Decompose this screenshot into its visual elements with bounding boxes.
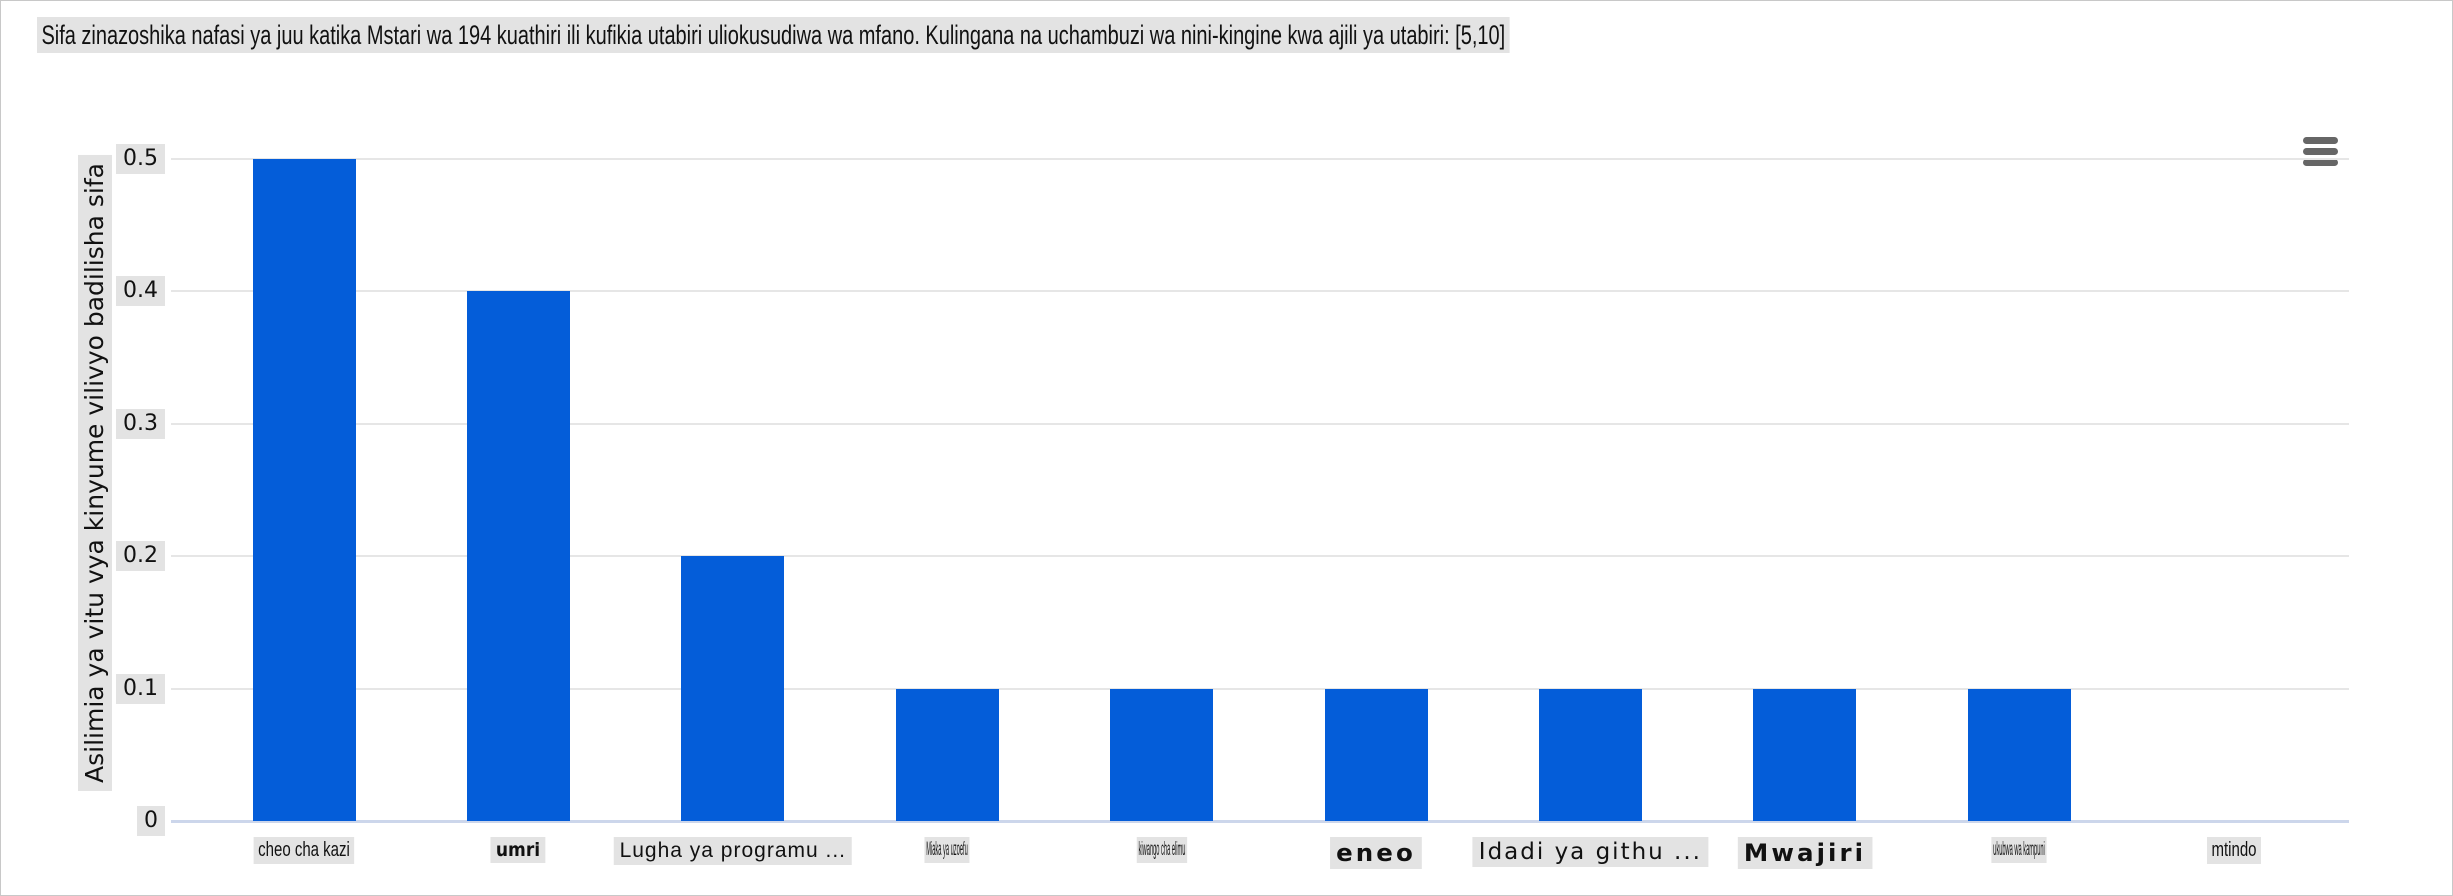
gridline [171, 555, 2349, 558]
x-category-label: mtindo [2206, 837, 2261, 864]
y-tick-label: 0.5 [116, 144, 165, 174]
x-axis-line [171, 820, 2349, 823]
x-category-slot: Lugha ya programu ... [613, 837, 853, 865]
x-category-label: kiwango cha elimu [1136, 837, 1187, 863]
bar[interactable] [1324, 688, 1428, 821]
x-category-label: ukubwa wa kampuni [1991, 837, 2047, 863]
y-tick-label: 0.1 [116, 673, 165, 704]
x-category-slot: eneo [1330, 837, 1422, 869]
x-category-label: Lugha ya programu ... [613, 837, 853, 865]
x-category-slot: Mwajiri [1737, 837, 1872, 869]
bar[interactable] [1967, 688, 2071, 821]
x-category-label: Miaka ya uzoefu [924, 837, 970, 863]
x-category-slot: kiwango cha elimu [1077, 837, 1245, 863]
y-tick-label: 0.3 [116, 408, 165, 439]
x-category-slot: mtindo [2198, 837, 2270, 864]
x-category-slot: umri [488, 837, 549, 863]
bar[interactable] [1110, 688, 1214, 821]
hamburger-icon [2303, 136, 2339, 166]
chart-title: Sifa zinazoshika nafasi ya juu katika Ms… [37, 17, 1510, 53]
y-tick-label: 0.2 [116, 541, 165, 572]
gridline [171, 158, 2349, 160]
y-axis-title: Asilimia ya vitu vya kinyume vilivyo bad… [78, 155, 112, 791]
x-category-slot: Idadi ya githu ... [1472, 837, 1708, 867]
x-category-label: cheo cha kazi [253, 837, 355, 864]
x-category-label: eneo [1330, 837, 1422, 869]
bar[interactable] [895, 688, 999, 821]
x-category-slot: Miaka ya uzoefu [872, 837, 1022, 863]
x-category-label: umri [490, 837, 546, 863]
chart-context-menu-button[interactable] [2297, 131, 2345, 175]
x-category-slot: cheo cha kazi [237, 837, 371, 864]
bar[interactable] [466, 291, 570, 821]
x-category-slot: ukubwa wa kampuni [1927, 837, 2111, 863]
x-category-label: Idadi ya githu ... [1472, 837, 1708, 867]
gridline [171, 687, 2349, 690]
y-tick-label: 0 [137, 806, 165, 836]
gridline [171, 290, 2349, 293]
bar[interactable] [1753, 688, 1857, 821]
y-tick-label: 0.4 [116, 276, 165, 307]
x-category-label: Mwajiri [1737, 837, 1872, 869]
bar[interactable] [681, 556, 785, 821]
bar[interactable] [252, 159, 356, 821]
bar[interactable] [1538, 688, 1642, 821]
gridline [171, 422, 2349, 425]
